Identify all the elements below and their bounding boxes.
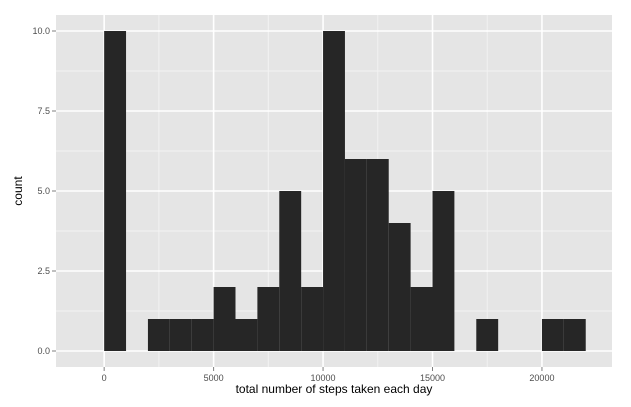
y-tick-label: 10.0 [32, 26, 50, 36]
histogram-bar [388, 223, 411, 351]
histogram-bar [563, 319, 586, 351]
histogram-bar [366, 159, 389, 351]
histogram-bar [410, 287, 433, 351]
histogram-bar [541, 319, 564, 351]
histogram-bar [104, 31, 127, 351]
y-tick-label: 7.5 [37, 106, 50, 116]
histogram-bar [191, 319, 214, 351]
histogram-bar [323, 31, 345, 351]
histogram-bar [279, 191, 302, 351]
y-tick-label: 0.0 [37, 346, 50, 356]
x-axis-title: total number of steps taken each day [236, 382, 433, 396]
x-axis: 0 5000 10000 15000 20000 [102, 367, 554, 383]
y-tick-label: 2.5 [37, 266, 50, 276]
histogram-bar [235, 319, 258, 351]
x-tick-label: 10000 [311, 373, 336, 383]
histogram-bars [104, 31, 586, 351]
histogram-bar [301, 287, 324, 351]
y-tick-label: 5.0 [37, 186, 50, 196]
histogram-bar [169, 319, 192, 351]
x-tick-label: 15000 [420, 373, 445, 383]
histogram-bar [257, 287, 280, 351]
y-axis-title: count [11, 176, 25, 206]
histogram-bar [476, 319, 499, 351]
histogram-bar [213, 287, 236, 351]
y-axis: 0.0 2.5 5.0 7.5 10.0 [32, 26, 56, 356]
histogram-bar [147, 319, 170, 351]
x-tick-label: 0 [102, 373, 107, 383]
x-tick-label: 5000 [204, 373, 224, 383]
histogram-bar [432, 191, 455, 351]
x-tick-label: 20000 [529, 373, 554, 383]
histogram-bar [344, 159, 367, 351]
